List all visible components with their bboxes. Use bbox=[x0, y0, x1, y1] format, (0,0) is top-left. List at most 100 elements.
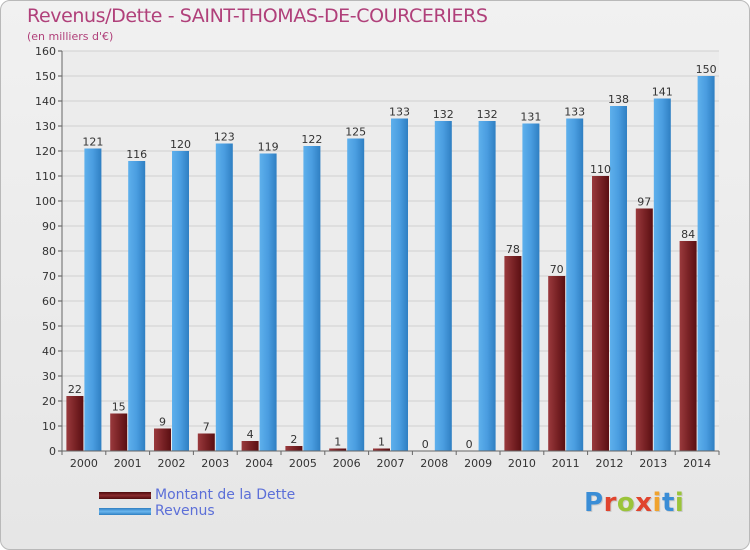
data-label-debt: 0 bbox=[466, 438, 473, 451]
y-tick-label: 110 bbox=[35, 170, 56, 183]
logo-letter: t bbox=[661, 488, 675, 518]
chart-subtitle: (en milliers d'€) bbox=[27, 30, 114, 43]
data-label-revenue: 131 bbox=[520, 111, 541, 124]
y-tick-label: 30 bbox=[42, 370, 56, 383]
data-label-revenue: 150 bbox=[696, 63, 717, 76]
bar-debt bbox=[66, 396, 84, 451]
data-label-debt: 2 bbox=[290, 433, 297, 446]
data-label-debt: 70 bbox=[550, 263, 564, 276]
x-tick-label: 2012 bbox=[596, 457, 624, 470]
data-label-revenue: 119 bbox=[258, 141, 279, 154]
data-label-revenue: 123 bbox=[214, 131, 235, 144]
data-label-debt: 4 bbox=[247, 428, 254, 441]
legend-item-debt: Montant de la Dette bbox=[99, 487, 295, 503]
data-label-debt: 84 bbox=[681, 228, 695, 241]
legend-swatch-revenue bbox=[99, 507, 151, 515]
y-tick-label: 20 bbox=[42, 395, 56, 408]
x-tick-label: 2004 bbox=[245, 457, 273, 470]
bar-debt bbox=[154, 428, 171, 451]
x-tick-label: 2003 bbox=[201, 457, 229, 470]
bar-revenue bbox=[697, 76, 715, 451]
data-label-revenue: 122 bbox=[301, 133, 322, 146]
bar-revenue bbox=[347, 138, 365, 451]
x-tick-label: 2007 bbox=[377, 457, 405, 470]
data-label-debt: 15 bbox=[112, 401, 126, 414]
bar-revenue bbox=[653, 98, 671, 451]
logo-letter: P bbox=[584, 488, 604, 518]
bar-revenue bbox=[522, 123, 540, 451]
x-tick-label: 2002 bbox=[158, 457, 186, 470]
data-label-revenue: 125 bbox=[345, 126, 366, 139]
legend-swatch-debt bbox=[99, 491, 151, 499]
bar-debt bbox=[241, 441, 259, 451]
logo-letter: r bbox=[603, 488, 617, 518]
data-label-debt: 1 bbox=[334, 436, 341, 449]
y-tick-label: 80 bbox=[42, 245, 56, 258]
y-tick-label: 150 bbox=[35, 70, 56, 83]
x-tick-label: 2006 bbox=[333, 457, 361, 470]
x-tick-label: 2009 bbox=[464, 457, 492, 470]
data-label-revenue: 116 bbox=[126, 148, 147, 161]
legend-label-debt: Montant de la Dette bbox=[155, 487, 296, 503]
bar-debt bbox=[504, 256, 522, 451]
data-label-revenue: 133 bbox=[389, 106, 410, 119]
logo-letter: x bbox=[635, 488, 653, 518]
data-label-debt: 78 bbox=[506, 243, 520, 256]
y-tick-label: 10 bbox=[42, 420, 56, 433]
data-label-revenue: 133 bbox=[564, 106, 585, 119]
logo-letter: o bbox=[616, 488, 636, 518]
data-label-debt: 97 bbox=[637, 196, 651, 209]
bar-revenue bbox=[215, 143, 233, 451]
bar-revenue bbox=[128, 161, 146, 451]
data-label-revenue: 120 bbox=[170, 138, 191, 151]
bar-debt bbox=[679, 241, 697, 451]
bar-debt bbox=[285, 446, 303, 451]
y-tick-label: 50 bbox=[42, 320, 56, 333]
x-tick-label: 2001 bbox=[114, 457, 142, 470]
data-label-revenue: 121 bbox=[82, 136, 103, 149]
chart-legend: Montant de la Dette Revenus bbox=[99, 487, 295, 519]
x-tick-label: 2010 bbox=[508, 457, 536, 470]
y-tick-label: 0 bbox=[49, 445, 56, 458]
y-tick-label: 140 bbox=[35, 95, 56, 108]
bar-debt bbox=[110, 413, 128, 451]
legend-item-revenue: Revenus bbox=[99, 503, 295, 519]
data-label-revenue: 132 bbox=[477, 108, 498, 121]
bar-revenue bbox=[303, 146, 321, 451]
y-tick-label: 130 bbox=[35, 120, 56, 133]
bar-revenue bbox=[172, 151, 189, 451]
bar-debt bbox=[197, 433, 215, 451]
data-label-revenue: 138 bbox=[608, 93, 629, 106]
bar-revenue bbox=[259, 153, 277, 451]
x-tick-label: 2013 bbox=[639, 457, 667, 470]
bar-debt bbox=[329, 448, 347, 451]
y-tick-label: 40 bbox=[42, 345, 56, 358]
y-tick-label: 160 bbox=[35, 45, 56, 58]
chart-title: Revenus/Dette - SAINT-THOMAS-DE-COURCERI… bbox=[27, 5, 488, 27]
data-label-debt: 7 bbox=[203, 421, 210, 434]
data-label-debt: 0 bbox=[422, 438, 429, 451]
data-label-revenue: 132 bbox=[433, 108, 454, 121]
y-tick-label: 90 bbox=[42, 220, 56, 233]
bar-revenue bbox=[478, 121, 496, 451]
bar-debt bbox=[548, 276, 566, 451]
data-label-revenue: 141 bbox=[652, 86, 673, 99]
data-label-debt: 110 bbox=[590, 163, 611, 176]
logo-letter: i bbox=[652, 488, 662, 518]
x-tick-label: 2011 bbox=[552, 457, 580, 470]
bar-debt bbox=[373, 448, 390, 451]
data-label-debt: 22 bbox=[68, 383, 82, 396]
bar-revenue bbox=[610, 106, 627, 451]
y-tick-label: 120 bbox=[35, 145, 56, 158]
bar-debt bbox=[635, 208, 653, 451]
bar-revenue bbox=[84, 148, 102, 451]
legend-label-revenue: Revenus bbox=[155, 503, 215, 519]
y-tick-label: 70 bbox=[42, 270, 56, 283]
x-tick-label: 2014 bbox=[683, 457, 711, 470]
x-tick-label: 2008 bbox=[420, 457, 448, 470]
logo-letter: i bbox=[674, 488, 685, 518]
y-tick-label: 60 bbox=[42, 295, 56, 308]
bar-revenue bbox=[566, 118, 584, 451]
